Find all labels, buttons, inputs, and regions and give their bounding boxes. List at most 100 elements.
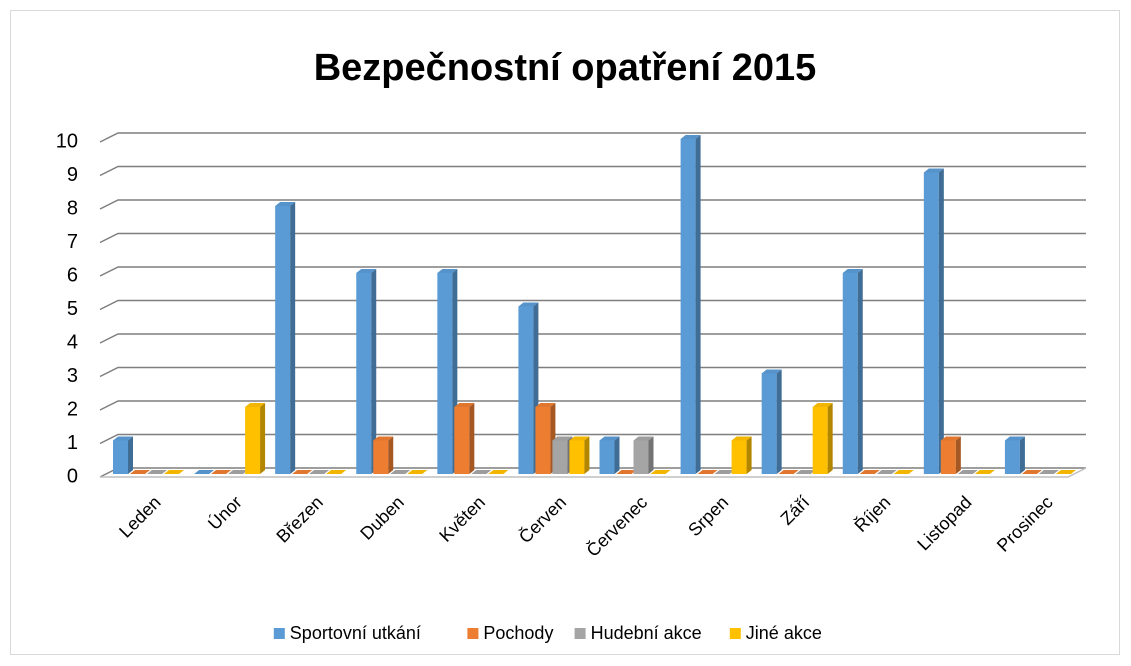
y-tick-label: 1 <box>67 432 78 454</box>
bar <box>194 470 215 474</box>
bar-face <box>599 436 620 441</box>
legend-swatch <box>729 628 741 639</box>
legend-swatch <box>273 628 285 639</box>
bar <box>113 436 133 474</box>
bar <box>650 470 671 474</box>
bar-face <box>437 273 453 474</box>
y-tick-label: 0 <box>67 465 78 487</box>
bar-face <box>680 135 701 139</box>
bar <box>245 403 266 474</box>
bar <box>761 369 782 474</box>
bar-face <box>569 440 585 474</box>
bar <box>778 470 799 474</box>
y-tick-label: 9 <box>67 164 78 186</box>
bar-face <box>437 269 458 273</box>
bar-face <box>113 440 128 474</box>
bar <box>940 436 961 474</box>
legend-swatch <box>467 628 479 639</box>
bar <box>812 403 833 474</box>
bar-face <box>923 168 944 173</box>
chart-title: Bezpečnostní opatření 2015 <box>314 47 817 89</box>
bar <box>1055 470 1076 474</box>
bar-face <box>260 403 266 474</box>
bar <box>1038 470 1059 474</box>
bar-face <box>940 440 956 474</box>
bar-face <box>648 436 654 474</box>
y-tick-label: 2 <box>67 398 78 420</box>
bar-face <box>407 470 428 474</box>
bar <box>633 436 654 474</box>
grid-line <box>99 232 1086 244</box>
bar <box>1021 470 1042 474</box>
bar-face <box>680 139 696 474</box>
bar <box>211 470 232 474</box>
bar-face <box>795 470 816 474</box>
bar-face <box>731 436 752 441</box>
bar-face <box>290 202 296 474</box>
bar-face <box>552 440 568 474</box>
grid-line <box>99 199 1086 210</box>
bar-face <box>535 403 556 407</box>
bar <box>130 470 150 474</box>
bar <box>893 470 914 474</box>
bar-face <box>778 470 799 474</box>
legend-label: Pochody <box>483 623 553 643</box>
bar-face <box>923 172 939 474</box>
bar <box>859 470 880 474</box>
bar-face <box>194 470 215 474</box>
bar-face <box>812 407 828 474</box>
bar-face <box>388 436 394 474</box>
bar <box>471 470 492 474</box>
bar <box>680 135 701 474</box>
bar <box>1004 436 1025 474</box>
bar <box>373 436 394 474</box>
bar-face <box>488 470 509 474</box>
grid-line <box>99 165 1086 177</box>
bar-face <box>650 470 671 474</box>
bar-face <box>955 436 961 474</box>
bar-face <box>1004 436 1025 441</box>
bar-face <box>552 436 573 441</box>
bar <box>164 470 184 474</box>
bar <box>569 436 590 474</box>
floor-edge <box>100 467 1087 478</box>
bar-face <box>1038 470 1059 474</box>
bar-face <box>761 373 777 474</box>
bar <box>228 470 249 474</box>
bar-face <box>469 403 475 474</box>
bar-face <box>893 470 914 474</box>
bar-face <box>695 135 701 474</box>
bar-face <box>859 470 880 474</box>
bar-face <box>147 470 167 474</box>
grid-line <box>99 333 1086 344</box>
y-tick-label: 4 <box>67 331 78 353</box>
grid-line <box>99 132 1086 143</box>
bar-face <box>164 470 184 474</box>
bar-face <box>842 269 863 273</box>
bar-face <box>1004 440 1020 474</box>
bar-face <box>957 470 978 474</box>
bar-face <box>275 206 291 474</box>
bar-face <box>292 470 313 474</box>
bar-face <box>518 302 539 307</box>
y-tick-label: 5 <box>67 298 78 320</box>
bar-face <box>746 436 752 474</box>
bar <box>795 470 816 474</box>
bar-face <box>842 273 858 474</box>
bar <box>599 436 620 474</box>
bar-face <box>697 470 718 474</box>
bar <box>407 470 428 474</box>
grid-line <box>99 299 1086 311</box>
bar-face <box>113 436 133 441</box>
bar <box>957 470 978 474</box>
bar-face <box>876 470 897 474</box>
bar-face <box>130 470 150 474</box>
bar-face <box>633 440 649 474</box>
y-tick-label: 7 <box>67 231 78 253</box>
y-tick-label: 10 <box>56 130 78 152</box>
bar-face <box>326 470 347 474</box>
bar <box>488 470 509 474</box>
bar-face <box>827 403 833 474</box>
bar-face <box>371 269 377 474</box>
bar-face <box>535 407 551 474</box>
